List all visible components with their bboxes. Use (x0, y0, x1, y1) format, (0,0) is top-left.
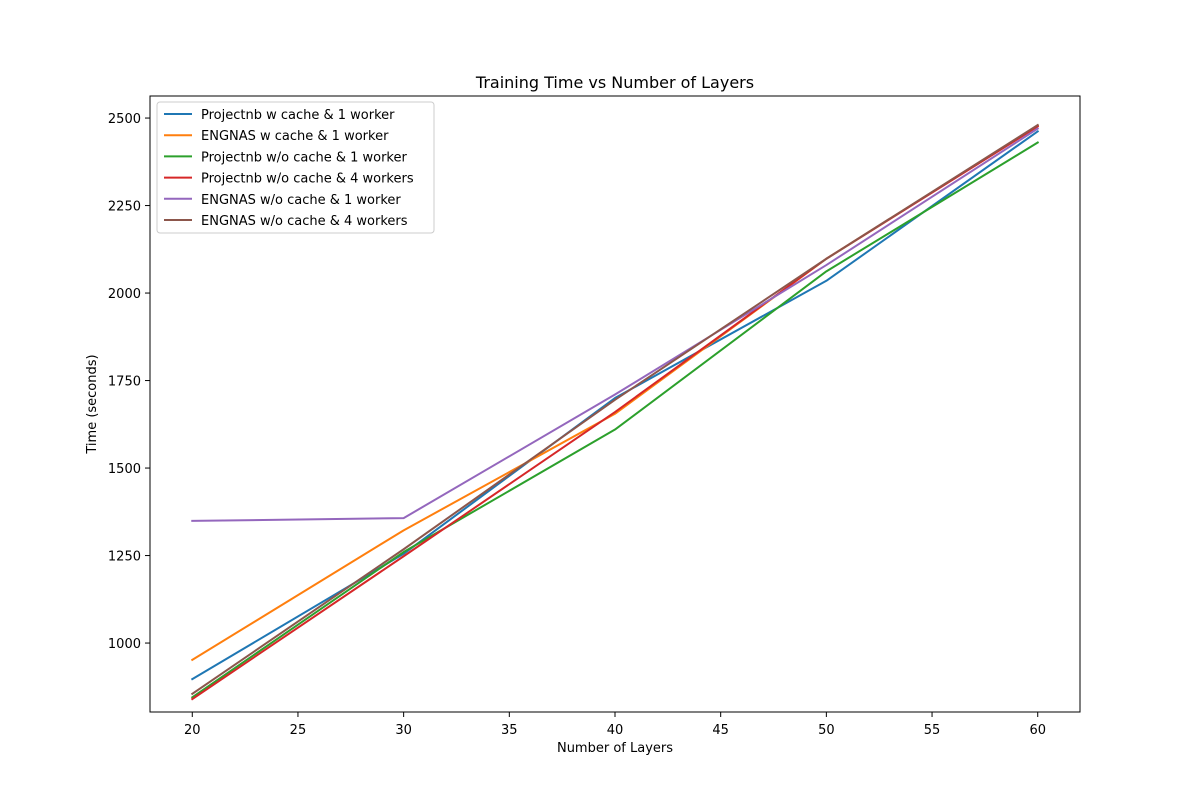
series-line-5 (191, 127, 1040, 522)
x-tick-label: 60 (1029, 723, 1046, 738)
x-tick-label: 35 (501, 723, 518, 738)
legend-items: Projectnb w cache & 1 worker ENGNAS w cac… (164, 108, 414, 229)
x-tick-label: 55 (924, 723, 941, 738)
legend-label: ENGNAS w/o cache & 4 workers (201, 214, 408, 229)
legend-label: ENGNAS w/o cache & 1 worker (201, 193, 401, 208)
chart-title: Training Time vs Number of Layers (475, 73, 754, 92)
x-tick-label: 40 (607, 723, 624, 738)
legend-box (156, 101, 435, 234)
legend-label: Projectnb w/o cache & 1 worker (201, 150, 407, 165)
y-tick-label: 1250 (108, 550, 141, 565)
legend-label: Projectnb w cache & 1 worker (201, 108, 395, 123)
series-line-1 (190, 129, 1040, 681)
legend: Projectnb w cache & 1 worker ENGNAS w cac… (156, 101, 435, 234)
x-tick-label: 20 (184, 723, 201, 738)
y-axis-label: Time (seconds) (85, 354, 100, 454)
y-tick-label: 2000 (108, 287, 141, 302)
x-tick-label: 45 (712, 723, 729, 738)
y-tick-label: 1000 (108, 637, 141, 652)
legend-label: Projectnb w/o cache & 4 workers (201, 172, 414, 187)
y-axis: 1000 1250 1500 1750 2000 2250 2500 (108, 112, 150, 652)
x-tick-label: 30 (395, 723, 412, 738)
series-line-3 (190, 141, 1040, 699)
x-axis-label: Number of Layers (557, 741, 673, 756)
y-tick-label: 1750 (108, 375, 141, 390)
y-tick-label: 2500 (108, 112, 141, 127)
legend-label: ENGNAS w cache & 1 worker (201, 129, 389, 144)
series-line-6 (190, 123, 1040, 696)
y-tick-label: 1500 (108, 462, 141, 477)
y-tick-label: 2250 (108, 200, 141, 215)
x-tick-label: 50 (818, 723, 835, 738)
x-tick-label: 25 (290, 723, 307, 738)
series-layer (190, 123, 1040, 701)
x-axis: 20 25 30 35 40 45 50 55 60 (184, 712, 1046, 738)
